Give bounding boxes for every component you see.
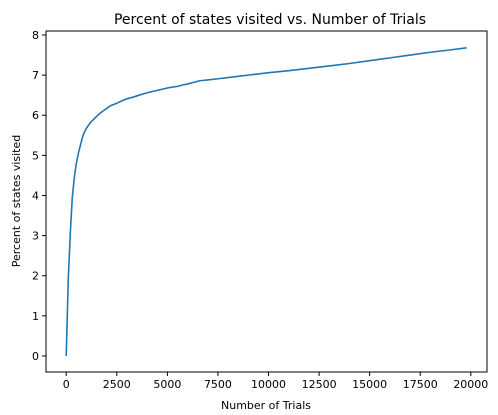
y-tick-label: 0 — [32, 350, 39, 363]
y-tick-label: 7 — [32, 69, 39, 82]
series-line-0 — [65, 47, 467, 356]
x-tick-label: 7500 — [204, 378, 232, 391]
plot-frame — [45, 30, 488, 373]
y-tick-label: 1 — [32, 310, 39, 323]
y-tick-label: 5 — [32, 149, 39, 162]
x-tick-label: 15000 — [352, 378, 387, 391]
x-tick-label: 0 — [63, 378, 70, 391]
chart-title: Percent of states visited vs. Number of … — [114, 12, 426, 28]
x-tick-label: 2500 — [103, 378, 131, 391]
y-tick-label: 3 — [32, 230, 39, 243]
y-tick-label: 2 — [32, 270, 39, 283]
y-tick-label: 4 — [32, 189, 39, 202]
y-tick-label: 8 — [32, 29, 39, 42]
y-axis-label: Percent of states visited — [10, 135, 23, 268]
plot-area — [65, 47, 467, 356]
x-tick-label: 10000 — [251, 378, 286, 391]
y-tick-label: 6 — [32, 109, 39, 122]
ticks-layer: 0 2500 5000 7500 10000 12500 15000 17500 20000 0 1… — [32, 29, 488, 391]
x-tick-label: 12500 — [302, 378, 337, 391]
x-tick-label: 5000 — [153, 378, 181, 391]
x-tick-label: 20000 — [453, 378, 488, 391]
x-tick-label: 17500 — [403, 378, 438, 391]
x-axis-label: Number of Trials — [221, 399, 311, 412]
